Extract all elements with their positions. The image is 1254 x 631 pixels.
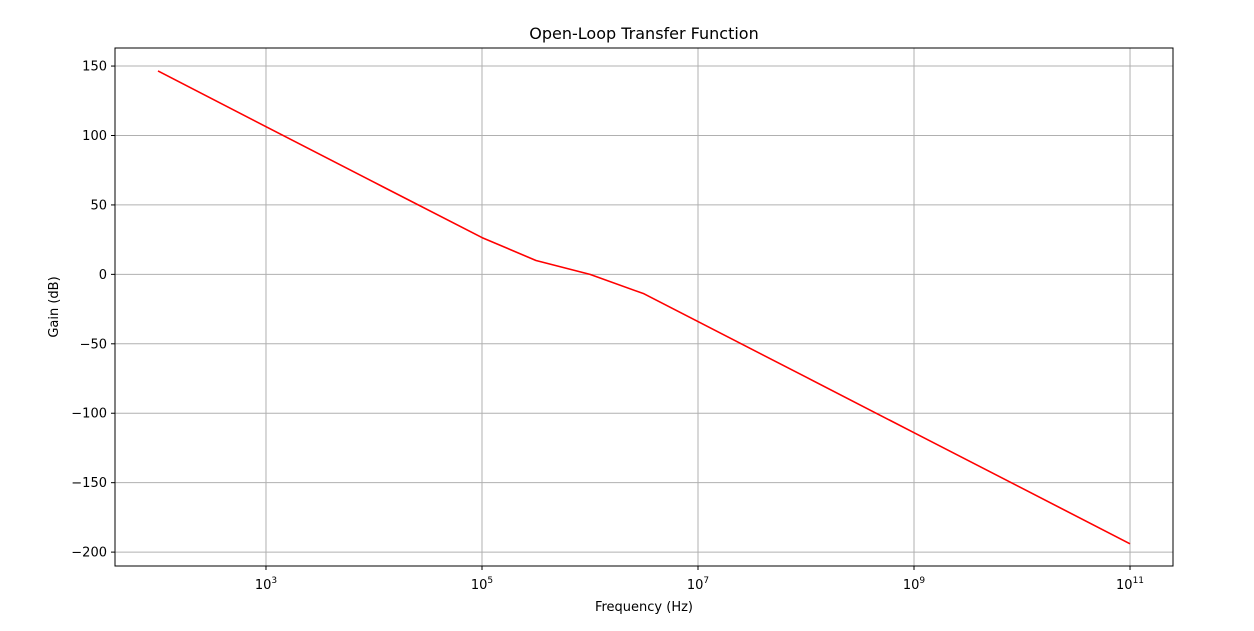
x-tick-label: 103 (255, 576, 277, 593)
x-tick-label: 1011 (1116, 576, 1144, 593)
x-axis-label: Frequency (Hz) (595, 600, 693, 615)
x-tick-label: 107 (687, 576, 709, 593)
y-tick-label: 0 (99, 268, 107, 283)
x-axis-ticks: 103 105 107 109 1011 (255, 566, 1144, 593)
grid-lines (115, 48, 1173, 566)
y-tick-label: 50 (90, 198, 107, 213)
y-tick-label: −100 (71, 407, 107, 422)
series-layer (157, 70, 1131, 545)
y-tick-label: 150 (82, 60, 107, 75)
y-axis-label: Gain (dB) (47, 276, 62, 337)
y-tick-label: −150 (71, 476, 107, 491)
gain-series-line (157, 70, 1131, 545)
plot-frame (114, 47, 1174, 567)
y-tick-label: −50 (80, 337, 107, 352)
chart-title: Open-Loop Transfer Function (529, 24, 758, 43)
y-tick-label: 100 (82, 129, 107, 144)
x-tick-label: 105 (471, 576, 493, 593)
y-tick-label: −200 (71, 546, 107, 561)
y-axis-ticks: 150 100 50 0 −50 −100 −150 −200 (71, 60, 115, 561)
x-tick-label: 109 (903, 576, 926, 593)
